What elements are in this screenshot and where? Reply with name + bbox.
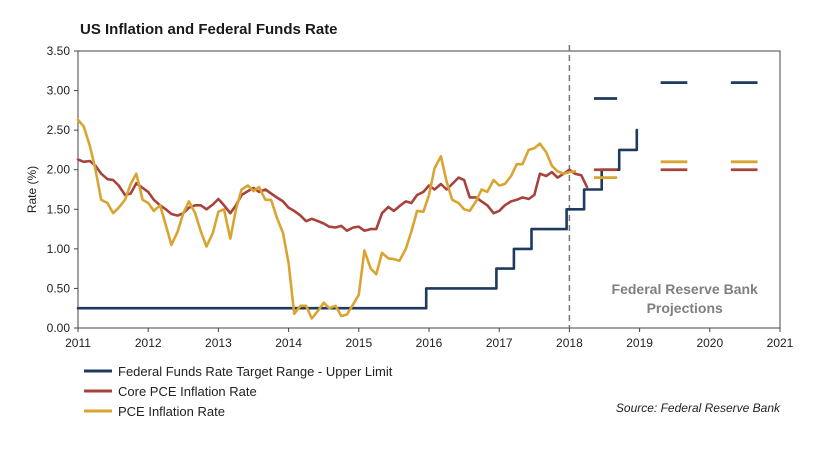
x-tick-label: 2019 [626, 336, 653, 350]
x-tick-label: 2013 [205, 336, 232, 350]
x-tick-label: 2015 [345, 336, 372, 350]
projection-label: Federal Reserve Bank [612, 281, 759, 297]
plot-area: 0.00 0.50 1.00 1.50 2.00 2.50 3.00 3.50 2011 2012… [25, 44, 794, 350]
y-tick-label: 3.00 [47, 84, 71, 98]
series-line-3 [76, 118, 577, 320]
x-tick-label: 2016 [416, 336, 443, 350]
projection-label: Projections [647, 300, 723, 316]
y-tick-label: 2.50 [47, 123, 71, 137]
legend: Federal Funds Rate Target Range - Upper … [84, 364, 393, 419]
legend-label-3: PCE Inflation Rate [118, 404, 225, 419]
y-tick-label: 1.00 [47, 242, 71, 256]
series-line-1 [76, 128, 639, 310]
x-tick-label: 2017 [486, 336, 513, 350]
legend-label-2: Core PCE Inflation Rate [118, 384, 257, 399]
x-tick-label: 2020 [696, 336, 723, 350]
y-tick-label: 3.50 [47, 44, 71, 58]
legend-label-1: Federal Funds Rate Target Range - Upper … [118, 364, 393, 379]
x-tick-label: 2018 [556, 336, 583, 350]
y-tick-label: 0.50 [47, 281, 71, 295]
x-tick-label: 2014 [275, 336, 302, 350]
x-tick-label: 2011 [65, 336, 91, 350]
y-tick-label: 0.00 [47, 321, 71, 335]
x-tick-label: 2012 [135, 336, 162, 350]
series-line-2 [76, 158, 589, 232]
chart-title: US Inflation and Federal Funds Rate [80, 21, 338, 38]
y-tick-label: 1.50 [47, 202, 71, 216]
source-note: Source: Federal Reserve Bank [616, 401, 781, 415]
y-axis-title: Rate (%) [25, 166, 39, 213]
y-tick-label: 2.00 [47, 163, 71, 177]
x-tick-label: 2021 [767, 336, 794, 350]
